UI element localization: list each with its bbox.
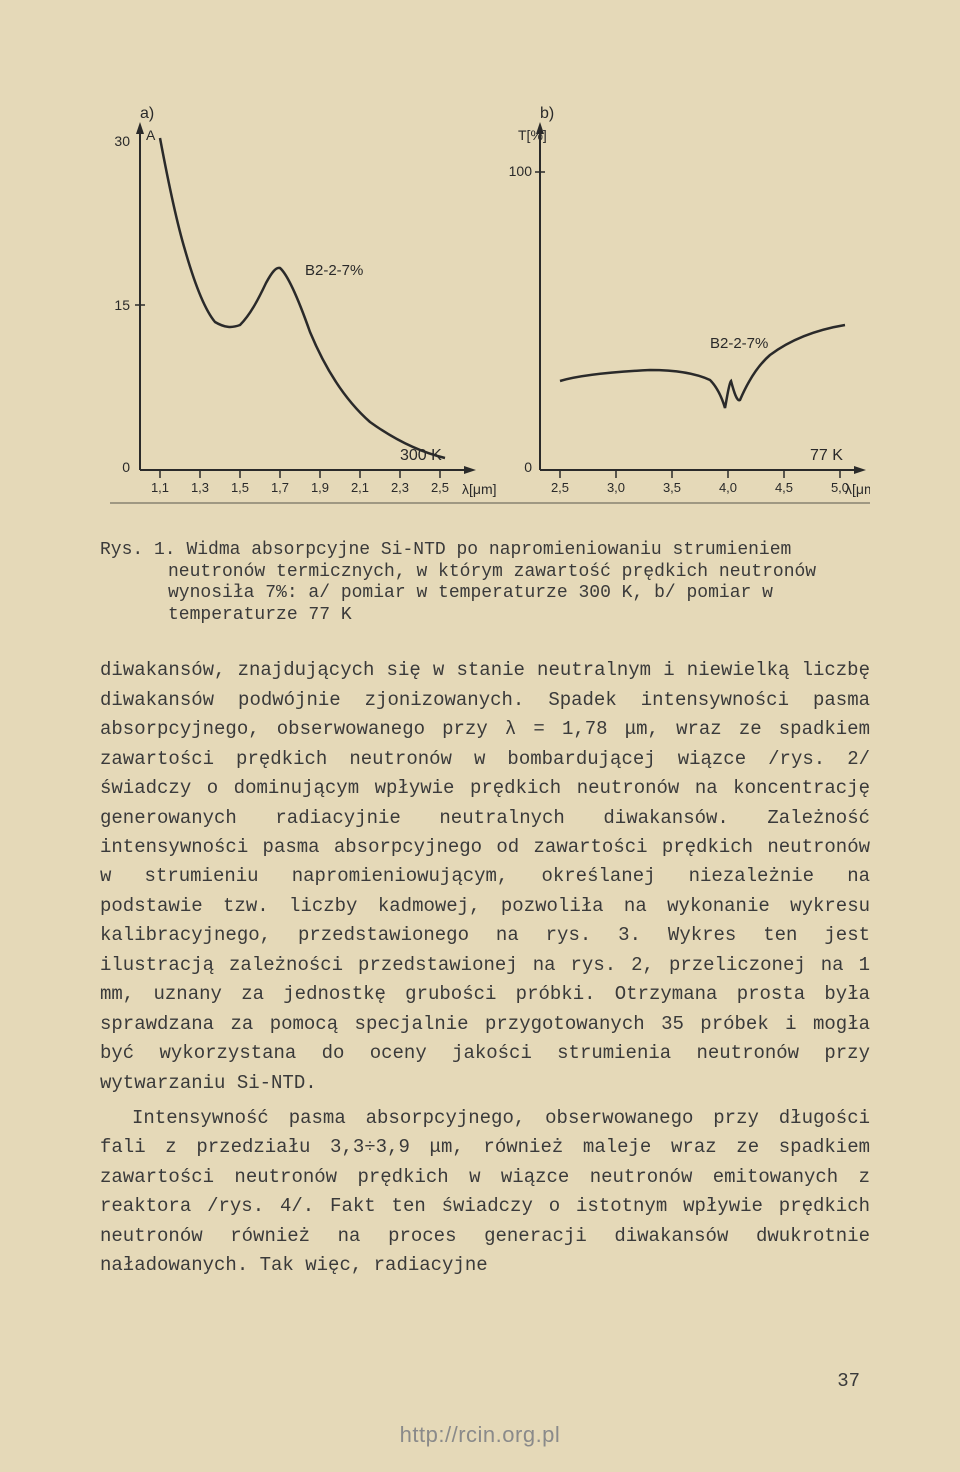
body-para-1: diwakansów, znajdujących się w stanie ne… [100,656,870,1098]
xb-3: 3,5 [663,480,681,495]
xa-4: 1,7 [271,480,289,495]
panel-a-xlabel: λ[μm] [462,481,497,497]
figure-caption: Rys. 1. Widma absorpcyjne Si-NTD po napr… [100,540,870,626]
page-number: 37 [837,1370,860,1392]
panel-a-ytick-30: 30 [114,133,130,149]
panel-a-xticks [160,470,440,478]
panel-a-ylabel: A [146,127,156,143]
body-text: diwakansów, znajdujących się w stanie ne… [100,656,870,1280]
panel-b-xlabel: λ[μm] [845,481,870,497]
xa-5: 1,9 [311,480,329,495]
page: a) A 30 15 0 [0,0,960,1472]
panel-a-ytick-15: 15 [114,297,130,313]
xa-6: 2,1 [351,480,369,495]
panel-b-annot: B2-2-7% [710,335,768,352]
panel-b-label: b) [540,105,554,122]
figure-svg: a) A 30 15 0 [100,100,870,510]
panel-b-temp: 77 K [810,447,843,464]
panel-b-ytick-0: 0 [524,459,532,475]
body-para-2: Intensywność pasma absorpcyjnego, obserw… [100,1104,870,1281]
panel-a-curve [160,138,445,458]
caption-text: Widma absorpcyjne Si-NTD po napromieniow… [168,540,816,625]
panel-a-annot: B2-2-7% [305,262,363,279]
panel-b-curve [560,325,845,408]
xb-5: 4,5 [775,480,793,495]
footer-url: http://rcin.org.pl [0,1422,960,1448]
xa-7: 2,3 [391,480,409,495]
xb-4: 4,0 [719,480,737,495]
panel-a-ytick-0: 0 [122,459,130,475]
xa-8: 2,5 [431,480,449,495]
xa-3: 1,5 [231,480,249,495]
figure-1: a) A 30 15 0 [100,100,870,510]
panel-a-label: a) [140,105,154,122]
caption-prefix: Rys. 1. [100,540,176,560]
panel-b: b) T[%] 100 0 2,5 [509,105,870,497]
panel-a: a) A 30 15 0 [114,105,496,497]
xa-2: 1,3 [191,480,209,495]
panel-a-temp: 300 K [400,447,442,464]
xa-1: 1,1 [151,480,169,495]
panel-b-xticks [560,470,840,478]
xb-2: 3,0 [607,480,625,495]
xb-1: 2,5 [551,480,569,495]
panel-b-ytick-100: 100 [509,163,533,179]
